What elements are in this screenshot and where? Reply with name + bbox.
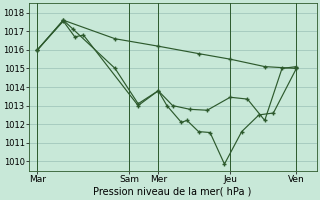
X-axis label: Pression niveau de la mer( hPa ): Pression niveau de la mer( hPa ) [93, 187, 252, 197]
